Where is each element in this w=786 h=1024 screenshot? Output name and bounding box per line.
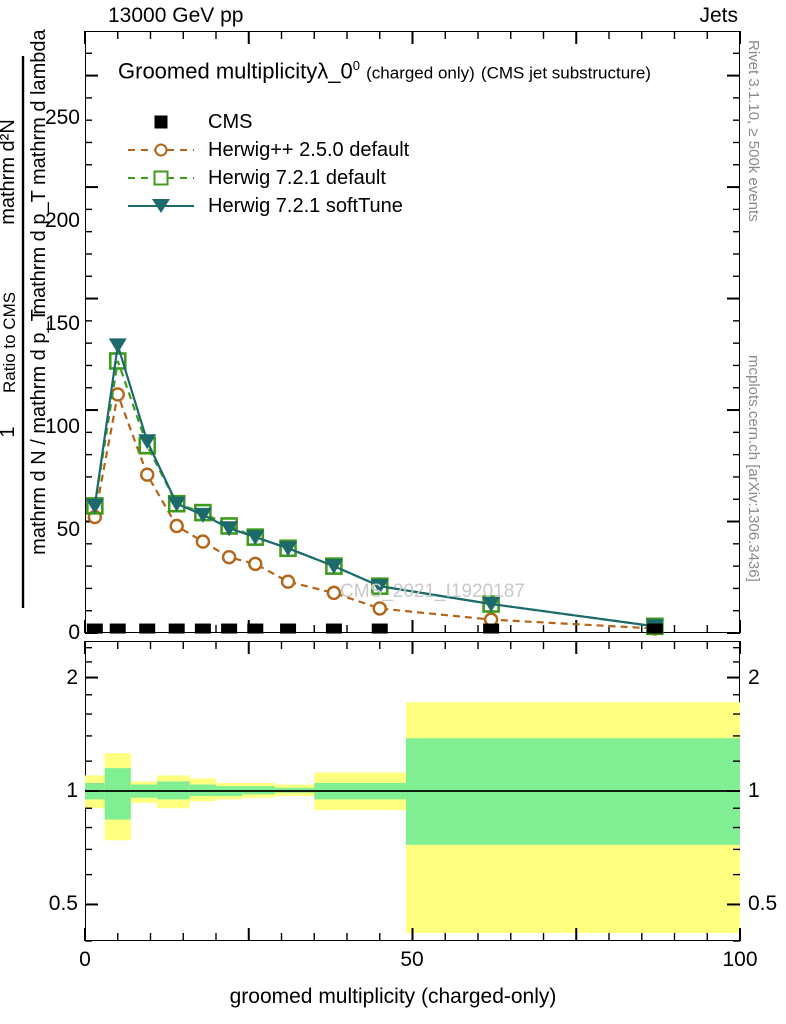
y-tick-0: 0 [68, 621, 80, 644]
y-axis-tick-labels: 0 50 100 150 200 250 [0, 31, 80, 644]
legend-label-cms: CMS [208, 110, 253, 133]
x-tick-50: 50 [400, 948, 424, 971]
ratio-tick-2-right: 2 [748, 665, 760, 689]
y-tick-100: 100 [44, 415, 80, 438]
x-axis-title: groomed multiplicity (charged-only) [229, 985, 557, 1008]
x-tick-100: 100 [722, 948, 758, 971]
legend-key-herwigpp [128, 136, 194, 164]
ratio-tick-1-right: 1 [748, 779, 760, 802]
ratio-uncertainty-bands [85, 702, 740, 934]
side-note-mcplots: mcplots.cern.ch [arXiv:1306.3436] [745, 355, 762, 582]
legend-item-herwig721[interactable]: Herwig 7.2.1 default [128, 164, 409, 192]
legend-key-herwig721soft [128, 192, 194, 220]
plot-title: Groomed multiplicityλ_00 (charged only) … [118, 58, 651, 84]
ratio-y-labels-left: 2 1 0.5 [0, 641, 78, 941]
y-tick-200: 200 [44, 209, 80, 232]
ratio-y-labels-right: 2 1 0.5 [748, 641, 786, 941]
plot-title-main: Groomed multiplicity [118, 58, 318, 84]
y-title-numerator: 1 [0, 426, 19, 437]
legend-label-herwig721soft: Herwig 7.2.1 softTune [208, 194, 403, 217]
header-collision-energy: 13000 GeV pp [108, 4, 244, 27]
ratio-axis-ticks [84, 641, 741, 942]
ratio-axis-title: Ratio to CMS [0, 291, 19, 393]
y-tick-50: 50 [56, 518, 80, 541]
ratio-tick-1-left: 1 [66, 779, 78, 802]
ratio-tick-2-left: 2 [66, 665, 78, 689]
y-axis-title: 1 mathrm d N / mathrm d p_T mathrm d²N m… [0, 28, 50, 633]
legend-label-herwig721: Herwig 7.2.1 default [208, 166, 386, 189]
y-title-denominator: mathrm d N / mathrm d p_T [28, 309, 50, 555]
ratio-tick-05-left: 0.5 [48, 892, 78, 916]
plot-title-sub2: (CMS jet substructure) [480, 63, 651, 83]
legend-item-herwig721soft[interactable]: Herwig 7.2.1 softTune [128, 192, 409, 220]
side-note-rivet: Rivet 3.1.10, ≥ 500k events [745, 40, 762, 222]
legend-item-cms[interactable]: CMS [128, 108, 409, 136]
ratio-tick-05-right: 0.5 [748, 892, 778, 916]
circle-marker-icon [154, 143, 168, 157]
legend-item-herwigpp[interactable]: Herwig++ 2.5.0 default [128, 136, 409, 164]
x-tick-0: 0 [79, 948, 91, 971]
legend: CMS Herwig++ 2.5.0 default Herwig 7.2.1 … [128, 108, 409, 220]
y-title-denominator-2: mathrm d p_T mathrm d lambda [28, 28, 50, 314]
y-tick-250: 250 [44, 106, 80, 129]
triangle-marker-icon [152, 199, 170, 213]
main-data-series [85, 338, 664, 636]
plot-title-sub1: (charged only) [366, 63, 475, 83]
open-square-marker-icon [153, 170, 169, 186]
y-tick-150: 150 [44, 312, 80, 335]
y-axis-title-svg: 1 mathrm d N / mathrm d p_T mathrm d²N m… [0, 28, 50, 608]
plot-title-symbol: λ_0 [317, 58, 353, 84]
plot-title-sup: 0 [352, 58, 360, 73]
legend-key-herwig721 [128, 164, 194, 192]
square-marker-icon [154, 115, 168, 129]
y-title-numerator-2: mathrm d²N [0, 119, 19, 225]
legend-key-cms [128, 108, 194, 136]
main-plot-frame [85, 31, 740, 633]
watermark: CMS_2021_I1920187 [340, 581, 525, 602]
legend-label-herwigpp: Herwig++ 2.5.0 default [208, 138, 410, 161]
header-category: Jets [699, 4, 738, 27]
